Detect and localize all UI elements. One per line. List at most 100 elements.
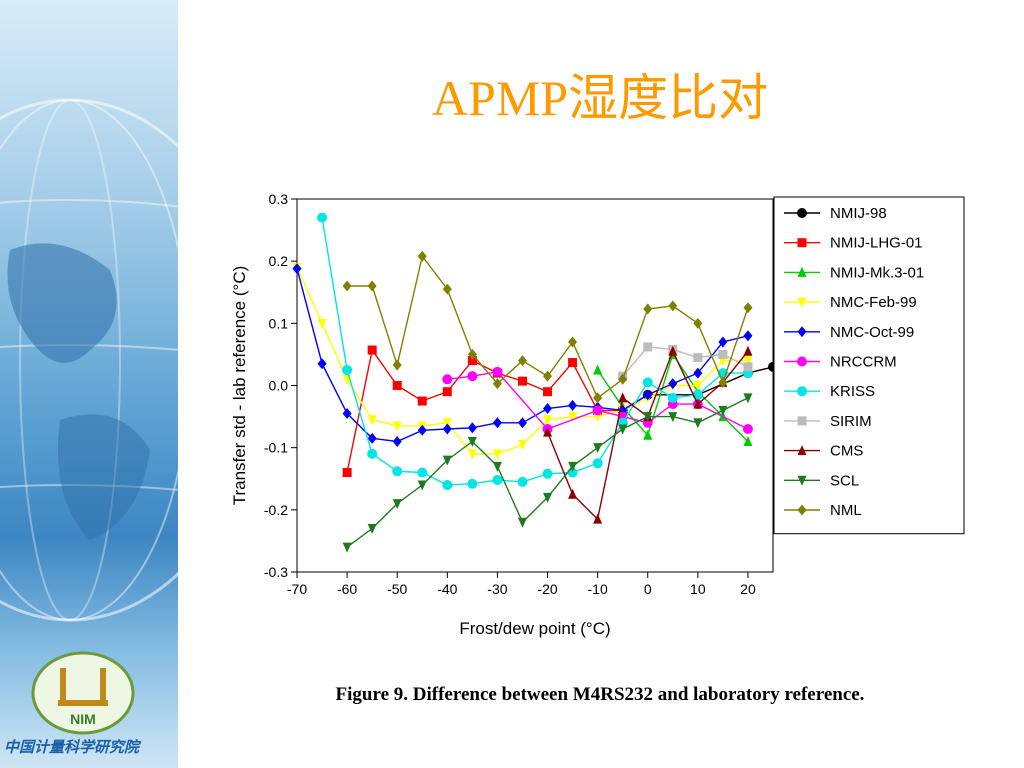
data-point <box>643 429 653 440</box>
y-tick-label: 0.3 <box>269 191 289 207</box>
data-point <box>442 283 452 295</box>
y-axis-label: Transfer std - lab reference (°C) <box>230 266 249 506</box>
data-point <box>643 303 653 315</box>
legend-marker <box>797 238 807 248</box>
data-point <box>467 436 477 447</box>
data-point <box>442 387 452 397</box>
x-tick-label: -20 <box>537 581 557 597</box>
data-point <box>367 523 377 534</box>
data-point <box>543 415 553 426</box>
data-point <box>668 412 678 423</box>
decorative-sidebar <box>0 0 178 768</box>
data-point <box>543 426 553 437</box>
legend-marker <box>797 356 807 367</box>
legend-marker <box>797 297 807 308</box>
legend-label: NML <box>830 502 862 519</box>
data-point <box>367 432 377 444</box>
data-point <box>743 435 753 446</box>
data-point <box>367 345 377 355</box>
data-point <box>643 412 653 423</box>
legend-item: NRCCRM <box>784 354 897 371</box>
data-point <box>492 449 502 460</box>
data-point <box>417 467 428 478</box>
data-point <box>392 435 402 447</box>
data-point <box>743 330 753 342</box>
legend-label: SCL <box>830 472 859 489</box>
series-KRISS <box>317 212 753 490</box>
x-axis-label: Frost/dew point (°C) <box>459 619 610 638</box>
data-point <box>392 466 403 477</box>
data-point <box>543 370 553 382</box>
data-point <box>317 212 328 223</box>
data-point <box>467 422 477 434</box>
series-SCL <box>342 393 753 553</box>
data-point <box>668 300 678 312</box>
data-point <box>568 357 578 367</box>
data-point <box>568 412 578 423</box>
data-point <box>517 417 527 429</box>
data-point <box>392 421 402 432</box>
y-tick-label: 0.1 <box>269 315 289 331</box>
legend-marker <box>797 504 807 516</box>
data-point <box>593 364 603 375</box>
legend-item: KRISS <box>784 383 875 400</box>
legend-marker <box>797 326 807 338</box>
legend-item: CMS <box>784 443 863 460</box>
globe-decoration <box>0 98 178 622</box>
data-point <box>492 461 502 472</box>
data-point <box>442 423 452 435</box>
legend-marker <box>797 208 807 218</box>
data-point <box>417 396 427 406</box>
data-point <box>593 392 603 404</box>
data-point <box>693 381 703 391</box>
y-tick-label: -0.1 <box>264 440 288 456</box>
data-point <box>718 405 728 416</box>
y-tick-label: -0.3 <box>264 564 288 580</box>
legend-item: NMIJ-Mk.3-01 <box>784 264 924 281</box>
legend-label: NMIJ-Mk.3-01 <box>830 264 924 281</box>
data-point <box>642 377 653 388</box>
data-point <box>693 418 703 429</box>
data-point <box>693 367 703 379</box>
data-point <box>342 407 352 419</box>
legend-item: NML <box>784 502 862 519</box>
series-line <box>346 348 623 473</box>
data-point <box>568 336 578 348</box>
data-point <box>693 317 703 329</box>
x-tick-label: -40 <box>437 581 457 597</box>
data-point <box>592 405 603 416</box>
legend-marker <box>797 475 807 486</box>
legend-marker <box>797 386 807 397</box>
data-point <box>392 381 402 390</box>
data-point <box>342 542 352 553</box>
data-point <box>467 449 477 460</box>
x-tick-label: -30 <box>487 581 507 597</box>
data-point <box>417 424 427 436</box>
data-point <box>492 378 502 390</box>
data-point <box>742 424 753 435</box>
legend-marker <box>797 445 807 456</box>
data-point <box>693 353 703 363</box>
legend-label: CMS <box>830 443 863 460</box>
institute-name: 中国计量科学研究院 <box>4 738 140 756</box>
legend-marker <box>797 266 807 277</box>
data-point <box>693 398 703 409</box>
data-point <box>743 393 753 404</box>
data-point <box>492 417 502 429</box>
data-point <box>517 476 528 487</box>
data-point <box>543 403 553 415</box>
legend-item: SIRIM <box>784 413 872 430</box>
data-point <box>442 479 453 490</box>
data-point <box>317 318 327 329</box>
data-point <box>442 455 452 466</box>
plot-area <box>296 198 774 573</box>
data-point <box>568 461 578 472</box>
y-tick-label: -0.2 <box>264 502 288 518</box>
data-point <box>593 513 603 524</box>
data-point <box>542 468 553 479</box>
x-tick-label: 20 <box>740 581 756 597</box>
legend: NMIJ-98 NMIJ-LHG-01 NMIJ-Mk.3-01 NMC-Feb-99… <box>773 196 965 535</box>
data-point <box>467 356 477 366</box>
nim-logo: NIM <box>31 651 135 735</box>
data-point <box>517 517 527 528</box>
